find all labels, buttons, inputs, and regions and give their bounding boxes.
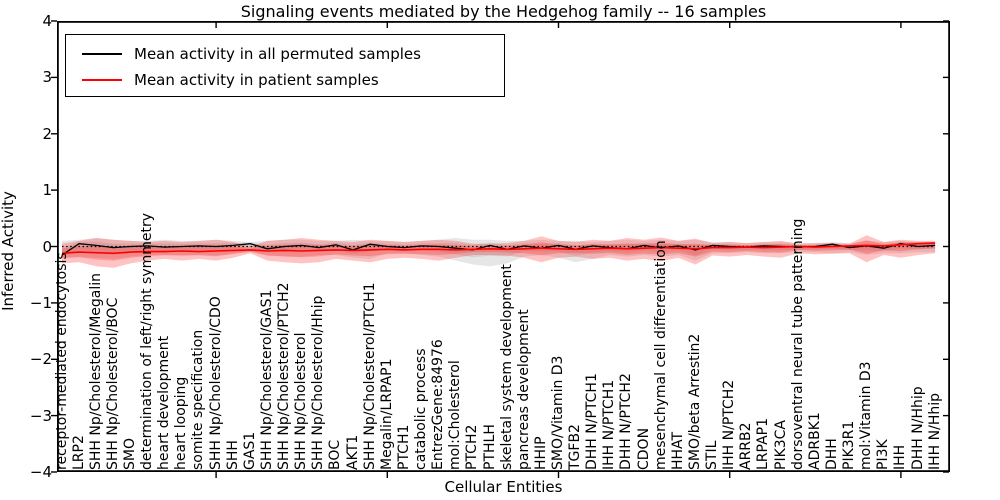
x-category-label: SMO/beta Arrestin2: [686, 333, 703, 470]
x-category-label: DHH N/PTCH1: [584, 373, 601, 470]
x-category-label: skeletal system development: [498, 264, 515, 470]
x-category-label: SMO/Vitamin D3: [549, 355, 566, 470]
x-category-label: Megalin/LRPAP1: [378, 358, 395, 470]
plot-area: [51, 20, 951, 478]
x-category-label: SHH Np/Cholesterol/PTCH1: [361, 282, 378, 470]
x-category-label: TGFB2: [567, 424, 584, 470]
x-category-label: SHH Np/Cholesterol/Hhip: [310, 295, 327, 470]
x-category-label: pancreas development: [515, 309, 532, 470]
x-category-label: PIK3R1: [841, 420, 858, 470]
legend-item-patient: Mean activity in patient samples: [78, 67, 492, 93]
x-category-label: IHH N/Hhip: [926, 393, 943, 470]
patient-line-swatch: [82, 79, 122, 81]
x-category-label: LRP2: [70, 435, 87, 470]
x-category-label: IHH N/PTCH2: [721, 379, 738, 470]
x-category-label: LRPAP1: [755, 417, 772, 470]
axes-frame: [56, 20, 951, 473]
x-category-label: mol:Cholesterol: [447, 360, 464, 470]
x-category-label: DHH N/PTCH2: [618, 373, 635, 470]
x-category-label: SMO: [121, 438, 138, 470]
y-tick-label: 0: [42, 237, 52, 256]
legend-label-patient: Mean activity in patient samples: [134, 71, 379, 89]
x-category-label: SHH Np/Cholesterol/GAS1: [258, 289, 275, 470]
y-tick-label: 3: [42, 68, 52, 87]
x-category-label: IHH N/PTCH1: [601, 379, 618, 470]
legend-label-permuted: Mean activity in all permuted samples: [134, 45, 421, 63]
x-axis-label: Cellular Entities: [444, 478, 563, 496]
x-category-label: DHH N/Hhip: [909, 386, 926, 470]
x-category-label: heart development: [156, 335, 173, 470]
x-category-label: receptor-mediated endocytosis: [53, 252, 70, 470]
x-category-label: SHH: [224, 440, 241, 470]
x-category-label: heart looping: [173, 376, 190, 470]
x-category-label: AKT1: [344, 434, 361, 470]
x-category-label: catabolic process: [413, 348, 430, 470]
x-category-label: ADRBK1: [806, 412, 823, 470]
x-category-label: ARRB2: [738, 422, 755, 470]
x-category-label: PTCH1: [395, 424, 412, 470]
x-category-label: dorsoventral neural tube patterning: [789, 218, 806, 470]
x-category-label: PI3K: [875, 439, 892, 470]
x-category-label: HHIP: [532, 436, 549, 470]
x-category-label: PTHLH: [481, 424, 498, 470]
permuted-line-swatch: [82, 53, 122, 55]
y-tick-label: −1: [29, 293, 52, 312]
x-category-label: mol:Vitamin D3: [858, 361, 875, 470]
y-tick-label: −3: [29, 406, 52, 425]
x-category-label: EntrezGene:84976: [430, 339, 447, 470]
y-axis-label: Inferred Activity: [0, 191, 17, 311]
legend-item-permuted: Mean activity in all permuted samples: [78, 41, 492, 67]
legend: Mean activity in all permuted samples Me…: [65, 34, 505, 97]
x-category-label: SHH Np/Cholesterol/BOC: [104, 297, 121, 470]
x-category-label: STIL: [704, 440, 721, 470]
x-category-label: mesenchymal cell differentiation: [652, 240, 669, 470]
x-category-label: HHAT: [669, 431, 686, 470]
x-category-label: BOC: [327, 439, 344, 470]
x-category-label: PTCH2: [464, 424, 481, 470]
x-category-label: SHH Np/Cholesterol: [293, 332, 310, 470]
x-category-label: SHH Np/Cholesterol/Megalin: [87, 272, 104, 470]
series-line-1: [61, 242, 936, 255]
y-tick-label: −2: [29, 350, 52, 369]
y-tick-label: 4: [42, 12, 52, 30]
chart-title: Signaling events mediated by the Hedgeho…: [240, 2, 767, 21]
x-category-label: somite specification: [190, 329, 207, 470]
y-tick-label: 2: [42, 124, 52, 143]
x-category-label: determination of left/right symmetry: [139, 212, 156, 470]
x-category-label: CDON: [635, 427, 652, 470]
patient-std-band-outer: [62, 235, 936, 268]
x-category-label: IHH: [892, 444, 909, 470]
x-category-label: GAS1: [241, 431, 258, 470]
x-category-label: SHH Np/Cholesterol/PTCH2: [276, 282, 293, 470]
x-category-label: SHH Np/Cholesterol/CDO: [207, 296, 224, 470]
x-category-label: PIK3CA: [772, 419, 789, 470]
x-category-label: DHH: [823, 438, 840, 470]
y-tick-label: −4: [29, 463, 52, 481]
y-tick-label: 1: [42, 181, 52, 200]
